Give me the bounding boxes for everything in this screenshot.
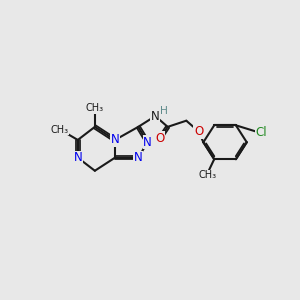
Text: CH₃: CH₃ (50, 125, 68, 135)
Text: N: N (134, 151, 142, 164)
Text: N: N (74, 151, 82, 164)
Text: O: O (194, 125, 203, 138)
Text: N: N (111, 134, 119, 146)
Text: CH₃: CH₃ (199, 170, 217, 180)
Text: N: N (143, 136, 152, 149)
Text: O: O (155, 132, 165, 145)
Text: Cl: Cl (256, 126, 267, 139)
Text: CH₃: CH₃ (86, 103, 104, 113)
Text: H: H (160, 106, 168, 116)
Text: N: N (151, 110, 160, 123)
